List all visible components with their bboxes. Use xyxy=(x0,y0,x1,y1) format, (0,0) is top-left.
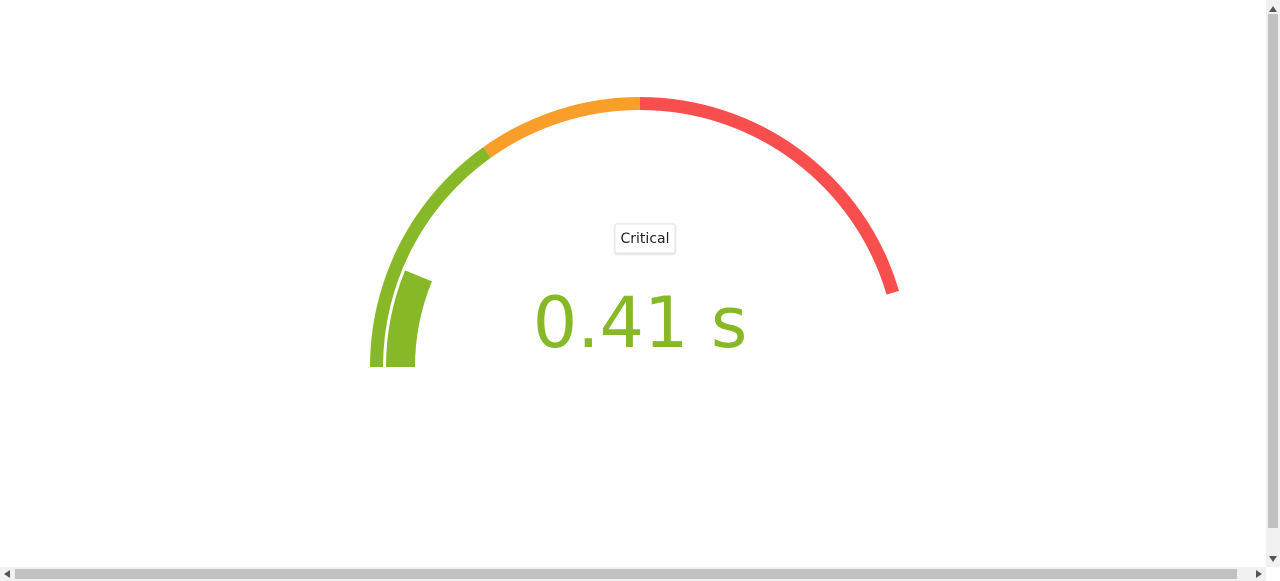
gauge-band xyxy=(640,97,900,295)
gauge-band xyxy=(370,147,491,367)
scroll-right-arrow[interactable] xyxy=(1256,570,1262,578)
gauge-band xyxy=(483,97,640,158)
gauge-value-bar xyxy=(386,270,432,367)
gauge-value-label: 0.41 s xyxy=(533,282,748,364)
status-label: Critical xyxy=(621,231,670,247)
status-badge xyxy=(614,223,676,254)
scroll-up-arrow[interactable] xyxy=(1269,6,1277,12)
horizontal-scroll-thumb[interactable] xyxy=(15,569,1237,579)
vertical-scroll-thumb[interactable] xyxy=(1268,14,1278,528)
scroll-left-arrow[interactable] xyxy=(4,570,10,578)
scroll-down-arrow[interactable] xyxy=(1269,556,1277,562)
